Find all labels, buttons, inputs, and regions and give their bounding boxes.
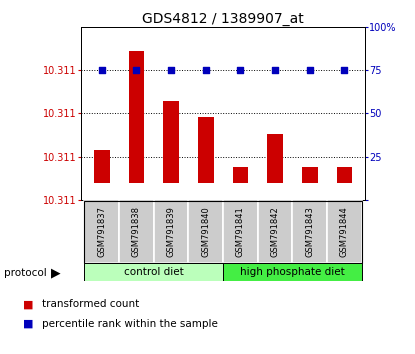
Text: high phosphate diet: high phosphate diet xyxy=(240,267,345,277)
Text: ▶: ▶ xyxy=(51,267,61,279)
Bar xyxy=(94,150,110,183)
Text: GSM791842: GSM791842 xyxy=(271,206,280,257)
FancyBboxPatch shape xyxy=(327,201,362,263)
FancyBboxPatch shape xyxy=(258,201,293,263)
Point xyxy=(133,67,140,73)
Bar xyxy=(232,167,248,183)
Bar xyxy=(198,118,214,183)
Text: percentile rank within the sample: percentile rank within the sample xyxy=(42,319,217,329)
Bar xyxy=(337,167,352,183)
Point xyxy=(237,67,244,73)
Text: GSM791837: GSM791837 xyxy=(97,206,106,257)
Point xyxy=(98,67,105,73)
Text: GSM791844: GSM791844 xyxy=(340,206,349,257)
Text: GSM791839: GSM791839 xyxy=(166,206,176,257)
FancyBboxPatch shape xyxy=(223,263,362,281)
FancyBboxPatch shape xyxy=(188,201,223,263)
FancyBboxPatch shape xyxy=(154,201,188,263)
Text: GSM791840: GSM791840 xyxy=(201,206,210,257)
Text: protocol: protocol xyxy=(4,268,47,278)
Bar xyxy=(267,134,283,183)
Text: GSM791841: GSM791841 xyxy=(236,206,245,257)
Text: transformed count: transformed count xyxy=(42,299,139,309)
FancyBboxPatch shape xyxy=(84,201,119,263)
Point xyxy=(203,67,209,73)
FancyBboxPatch shape xyxy=(223,201,258,263)
Text: GSM791838: GSM791838 xyxy=(132,206,141,257)
Bar xyxy=(163,101,179,183)
Point xyxy=(306,67,313,73)
Point xyxy=(168,67,174,73)
Point xyxy=(272,67,278,73)
FancyBboxPatch shape xyxy=(119,201,154,263)
Bar xyxy=(129,51,144,183)
Text: GSM791843: GSM791843 xyxy=(305,206,314,257)
Bar xyxy=(302,167,317,183)
Title: GDS4812 / 1389907_at: GDS4812 / 1389907_at xyxy=(142,12,304,25)
FancyBboxPatch shape xyxy=(293,201,327,263)
Text: control diet: control diet xyxy=(124,267,183,277)
Text: ■: ■ xyxy=(23,299,33,309)
Point xyxy=(341,67,348,73)
Text: ■: ■ xyxy=(23,319,33,329)
FancyBboxPatch shape xyxy=(84,263,223,281)
